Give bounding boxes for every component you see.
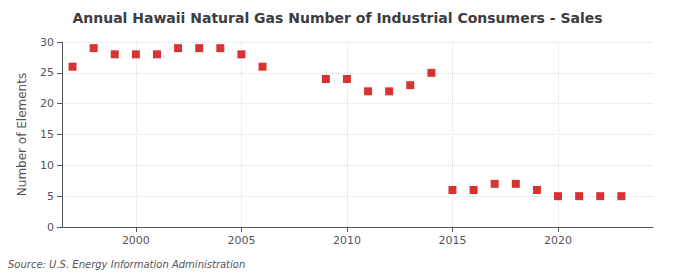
svg-text:2020: 2020 [544,234,572,247]
svg-text:30: 30 [40,36,54,49]
svg-text:Number of Elements: Number of Elements [15,73,29,196]
svg-text:2010: 2010 [333,234,361,247]
svg-text:2015: 2015 [438,234,466,247]
svg-text:0: 0 [47,221,54,234]
svg-text:2005: 2005 [227,234,255,247]
svg-text:20: 20 [40,97,54,110]
svg-text:10: 10 [40,159,54,172]
svg-text:Annual Hawaii Natural Gas Numb: Annual Hawaii Natural Gas Number of Indu… [72,10,602,26]
svg-text:15: 15 [40,128,54,141]
svg-text:25: 25 [40,66,54,79]
svg-text:2000: 2000 [122,234,150,247]
svg-text:5: 5 [47,190,54,203]
svg-text:Source: U.S. Energy Informatio: Source: U.S. Energy Information Administ… [8,259,245,270]
